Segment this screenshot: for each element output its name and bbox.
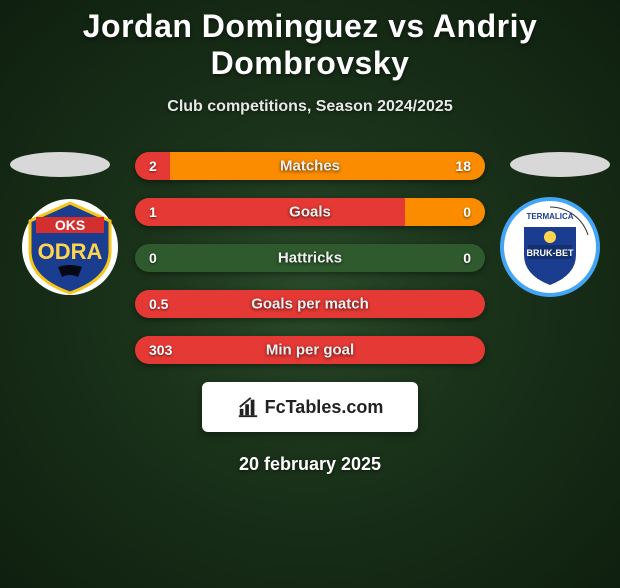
brand-text: FcTables.com [265,397,384,418]
stat-bar-right [405,198,486,226]
stat-row: 0.5 Goals per match [135,290,485,318]
stat-value-left: 0 [149,250,157,266]
club-badge-right: TERMALICA BRUK-BET Nieciecza [500,197,600,297]
stat-label: Goals per match [251,296,369,313]
stat-row: 303 Min per goal [135,336,485,364]
stats-list: 2 18 Matches 1 0 Goals 0 0 Hattricks 0.5 Goals per… [135,152,485,364]
stat-row: 2 18 Matches [135,152,485,180]
club-badge-left: OKS ODRA [20,197,120,297]
stat-value-left: 303 [149,342,172,358]
svg-text:ODRA: ODRA [38,239,103,264]
page-subtitle: Club competitions, Season 2024/2025 [0,98,620,116]
svg-text:BRUK-BET: BRUK-BET [527,248,574,258]
stat-value-left: 0.5 [149,296,168,312]
snapshot-date: 20 february 2025 [0,454,620,475]
player-photo-left [10,152,110,177]
svg-text:Nieciecza: Nieciecza [537,275,564,281]
svg-text:TERMALICA: TERMALICA [526,212,573,221]
player-photo-right [510,152,610,177]
comparison-panel: OKS ODRA TERMALICA BRUK-BET Nieciecza 2 1… [0,152,620,364]
stat-value-right: 0 [463,250,471,266]
stat-bar-left [135,198,405,226]
stat-row: 1 0 Goals [135,198,485,226]
stat-value-left: 1 [149,204,157,220]
stat-label: Min per goal [266,342,354,359]
stat-value-left: 2 [149,158,157,174]
svg-text:OKS: OKS [55,217,85,233]
page-title: Jordan Dominguez vs Andriy Dombrovsky [0,8,620,82]
stat-label: Hattricks [278,250,342,267]
stat-row: 0 0 Hattricks [135,244,485,272]
stat-label: Matches [280,158,340,175]
stat-value-right: 0 [463,204,471,220]
stat-value-right: 18 [455,158,471,174]
brand-badge[interactable]: FcTables.com [202,382,418,432]
stat-label: Goals [289,204,331,221]
bar-chart-icon [237,396,259,418]
